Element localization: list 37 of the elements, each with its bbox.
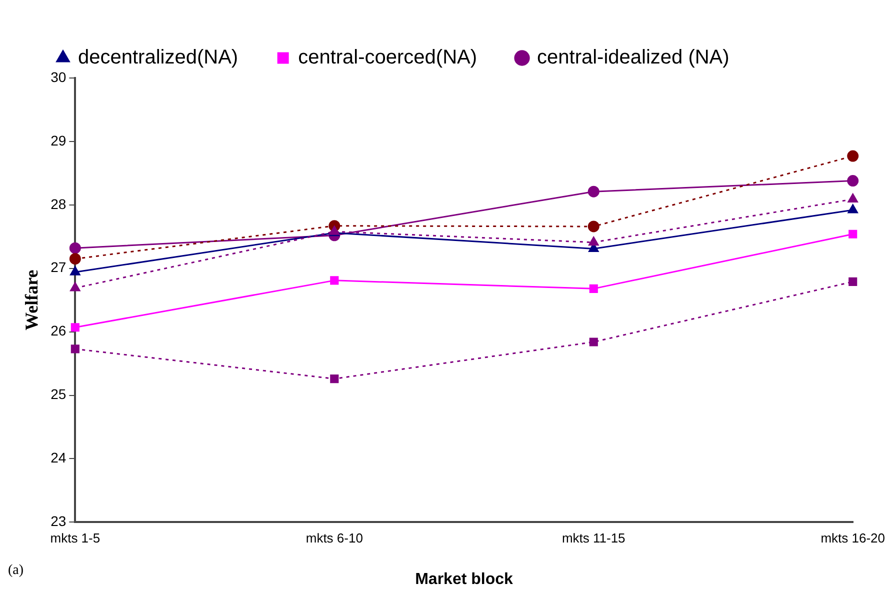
legend-label: decentralized(NA): [78, 46, 238, 69]
point: [589, 284, 598, 293]
x-tick-label: mkts 6-10: [306, 530, 363, 546]
y-tick-label: 24: [50, 450, 66, 466]
legend-label: central-idealized (NA): [537, 46, 730, 69]
point: [588, 220, 600, 232]
point: [330, 276, 339, 285]
point: [69, 253, 81, 265]
x-tick-label: mkts 11-15: [562, 530, 626, 546]
point: [70, 344, 80, 354]
y-tick-label: 30: [50, 68, 66, 85]
point: [848, 230, 858, 238]
y-tick-label: 29: [50, 132, 66, 148]
point: [69, 242, 81, 254]
point: [847, 150, 859, 162]
legend-label: central-coerced(NA): [298, 46, 478, 69]
y-tick-label: 26: [50, 322, 66, 339]
point: [588, 186, 600, 198]
point: [70, 266, 80, 276]
x-axis-title: Market block: [415, 570, 514, 588]
y-tick-label: 23: [50, 513, 66, 530]
point: [330, 374, 339, 384]
point: [847, 175, 859, 187]
y-tick-label: 25: [50, 386, 66, 402]
text: (a): [8, 563, 24, 578]
y-axis-title: Welfare: [21, 270, 42, 330]
point: [848, 204, 858, 214]
point: [848, 193, 858, 202]
point: [70, 323, 80, 332]
x-tick-label: mkts 1-5: [50, 530, 100, 546]
point: [589, 338, 598, 346]
y-tick-label: 27: [50, 259, 66, 276]
point: [848, 277, 858, 286]
point: [588, 236, 599, 246]
x-tick-label: mkts 16-20: [820, 530, 886, 546]
point: [70, 282, 80, 292]
y-tick-label: 28: [50, 196, 66, 212]
